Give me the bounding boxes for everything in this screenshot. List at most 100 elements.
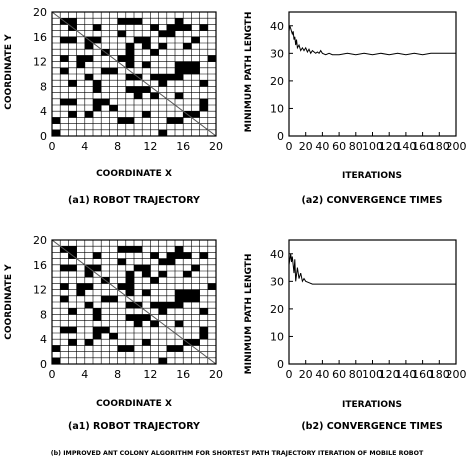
x-tick-label: 40 xyxy=(315,140,329,153)
obstacle-cell xyxy=(93,308,102,315)
robot-path xyxy=(51,11,217,137)
x-tick-label: 16 xyxy=(176,368,190,381)
obstacle-cell xyxy=(142,271,151,278)
x-tick-label: 180 xyxy=(429,140,450,153)
obstacle-cell xyxy=(199,333,209,340)
obstacle-cell xyxy=(125,289,135,297)
obstacle-cell xyxy=(183,43,192,50)
y-tick-label: 0 xyxy=(277,358,284,371)
caption-bottom-left: (a1) ROBOT TRAJECTORY xyxy=(68,421,200,432)
obstacle-cell xyxy=(125,49,135,56)
map-frame xyxy=(51,239,217,365)
y-tick-label: 0 xyxy=(40,358,47,371)
obstacle-cell xyxy=(142,43,151,50)
y-tick-label: 12 xyxy=(33,56,47,69)
obstacle-cell xyxy=(134,36,143,44)
obstacle-cell xyxy=(142,314,151,321)
plot-frame xyxy=(288,11,457,137)
obstacle-cell xyxy=(84,283,94,290)
obstacle-cell xyxy=(134,18,143,25)
obstacle-cell xyxy=(158,308,168,315)
ylabel-bottom-left: COORDINATE Y xyxy=(4,264,14,340)
x-tick-label: 140 xyxy=(395,140,416,153)
obstacle-cell xyxy=(175,74,184,81)
x-tick-label: 100 xyxy=(362,368,383,381)
obstacle-cell xyxy=(175,24,184,31)
obstacle-cell xyxy=(199,105,209,112)
y-tick-label: 30 xyxy=(270,275,284,288)
obstacle-cell xyxy=(84,339,94,346)
x-tick-label: 20 xyxy=(209,140,223,153)
obstacle-cell xyxy=(134,86,143,93)
obstacle-cell xyxy=(125,314,135,321)
x-tick-label: 20 xyxy=(299,140,313,153)
x-tick-label: 0 xyxy=(49,140,56,153)
obstacle-cell xyxy=(117,258,127,266)
obstacle-cell xyxy=(142,61,151,69)
x-tick-label: 160 xyxy=(412,140,433,153)
obstacle-cell xyxy=(191,264,200,272)
ylabel-bottom-right: MINIMUM PATH LENGTH xyxy=(244,254,254,375)
obstacle-cell xyxy=(52,129,61,137)
obstacle-cell xyxy=(93,326,102,334)
obstacle-cell xyxy=(175,302,184,309)
y-tick-label: 16 xyxy=(33,31,47,44)
x-tick-label: 80 xyxy=(349,140,363,153)
obstacle-cell xyxy=(166,30,176,38)
obstacle-cell xyxy=(134,246,143,253)
x-tick-label: 60 xyxy=(332,140,346,153)
xlabel-bottom-left: COORDINATE X xyxy=(96,399,172,409)
obstacle-cell xyxy=(68,326,77,334)
xlabel-top-right: ITERATIONS xyxy=(342,171,402,181)
obstacle-cell xyxy=(60,55,69,62)
obstacle-cell xyxy=(68,111,77,118)
obstacle-cell xyxy=(142,86,151,93)
obstacle-cell xyxy=(93,36,102,44)
obstacle-cell xyxy=(76,283,86,290)
grid-map-panel-bottom: COORDINATE Y COORDINATE X (a1) ROBOT TRA… xyxy=(4,234,223,432)
obstacle-cell xyxy=(84,74,94,81)
y-tick-label: 8 xyxy=(40,80,47,93)
obstacle-cell xyxy=(93,80,102,87)
obstacle-cell xyxy=(150,252,159,259)
obstacle-cell xyxy=(125,74,135,81)
obstacle-cell xyxy=(125,43,135,50)
obstacle-cell xyxy=(76,61,86,69)
y-tick-label: 10 xyxy=(270,102,284,115)
obstacle-cell xyxy=(52,357,61,365)
obstacle-cell xyxy=(158,80,168,87)
obstacle-cell xyxy=(142,36,151,44)
obstacle-cell xyxy=(117,117,127,124)
obstacle-cell xyxy=(125,283,135,290)
obstacle-cell xyxy=(183,289,192,297)
y-tick-label: 8 xyxy=(40,308,47,321)
obstacle-cell xyxy=(175,67,184,75)
obstacle-cell xyxy=(68,80,77,87)
series-line xyxy=(288,25,456,56)
obstacle-cell xyxy=(84,111,94,118)
obstacle-cell xyxy=(125,55,135,62)
obstacle-cell xyxy=(199,252,209,259)
figure-caption: (b) IMPROVED ANT COLONY ALGORITHM FOR SH… xyxy=(51,450,424,457)
obstacle-cell xyxy=(166,345,176,352)
obstacle-cell xyxy=(101,295,110,303)
x-tick-label: 60 xyxy=(332,368,346,381)
obstacle-cell xyxy=(175,18,184,25)
obstacle-cell xyxy=(101,98,110,106)
obstacle-cell xyxy=(68,36,77,44)
obstacle-cell xyxy=(175,92,184,100)
x-tick-label: 140 xyxy=(395,368,416,381)
obstacle-cell xyxy=(158,74,168,81)
obstacle-cell xyxy=(117,55,127,62)
obstacle-cell xyxy=(93,98,102,106)
y-tick-label: 16 xyxy=(33,259,47,272)
obstacle-cell xyxy=(60,283,69,290)
x-tick-label: 12 xyxy=(143,368,157,381)
obstacle-cell xyxy=(175,61,184,69)
x-tick-label: 0 xyxy=(286,140,293,153)
obstacle-cell xyxy=(191,111,200,118)
obstacle-cell xyxy=(134,264,143,272)
obstacle-cell xyxy=(175,289,184,297)
y-tick-label: 4 xyxy=(40,333,47,346)
